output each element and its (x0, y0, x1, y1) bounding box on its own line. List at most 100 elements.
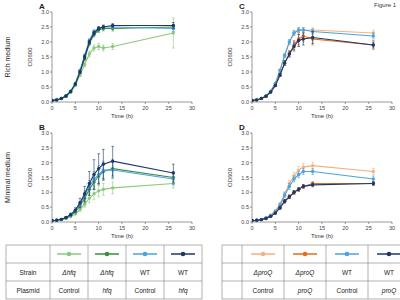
marker (255, 98, 258, 101)
x-tick-label: 25 (166, 105, 172, 111)
marker (260, 218, 263, 221)
x-tick-label: 5 (74, 105, 77, 111)
marker (74, 82, 77, 85)
marker (172, 171, 175, 174)
error-cap (97, 32, 100, 33)
marker (260, 218, 263, 221)
marker (283, 54, 286, 57)
table-rule (222, 263, 400, 264)
error-bar (293, 191, 296, 195)
error-cap (293, 42, 296, 43)
error-cap (88, 202, 91, 203)
error-cap (372, 33, 375, 34)
table-rule (242, 245, 243, 299)
error-bar (65, 217, 68, 219)
marker (88, 40, 91, 43)
marker (269, 215, 272, 218)
error-bar (288, 51, 291, 57)
marker (64, 94, 67, 97)
error-cap (372, 42, 375, 43)
series (252, 182, 375, 222)
error-cap (283, 191, 286, 192)
marker (252, 219, 254, 222)
error-cap (372, 39, 375, 40)
error-cap (288, 180, 291, 181)
marker (60, 218, 63, 221)
marker (255, 98, 258, 101)
series-line (252, 166, 373, 221)
marker (260, 97, 263, 100)
y-axis-label: OD600 (227, 167, 233, 187)
error-bar (372, 42, 375, 48)
panel-letter: A (39, 2, 45, 11)
error-bar (52, 220, 53, 222)
error-bar (283, 61, 286, 66)
error-cap (83, 186, 86, 187)
error-cap (311, 29, 314, 30)
series (52, 160, 175, 222)
marker (311, 164, 314, 167)
marker (69, 214, 72, 217)
y-axis-label: OD600 (27, 47, 33, 67)
x-tick-label: 10 (296, 105, 302, 111)
figure: Figure 10.00.51.01.52.02.53.005101520253… (0, 0, 400, 300)
error-cap (83, 207, 86, 208)
marker (252, 99, 254, 102)
y-tick (50, 72, 52, 73)
marker (311, 36, 314, 39)
marker (260, 97, 263, 100)
y-tick-label: 1.5 (41, 54, 49, 60)
marker (264, 216, 267, 219)
marker (288, 185, 291, 188)
error-bar (88, 172, 91, 196)
series (252, 30, 375, 102)
error-bar (302, 169, 305, 175)
error-bar (252, 100, 253, 102)
panel-letter: D (239, 123, 245, 132)
marker (97, 27, 100, 30)
y-tick-label: 2.5 (41, 24, 49, 30)
marker (288, 40, 291, 43)
y-tick-label: 0.0 (241, 219, 249, 225)
marker (292, 31, 295, 34)
marker (372, 43, 375, 46)
marker (52, 219, 54, 222)
error-bar (297, 28, 300, 33)
error-cap (97, 49, 100, 50)
error-cap (97, 43, 100, 44)
y-tick (50, 192, 52, 193)
error-cap (297, 27, 300, 28)
marker (97, 27, 100, 30)
error-cap (293, 181, 296, 182)
plot-area (52, 18, 175, 102)
x-tick-label: 5 (274, 225, 277, 231)
error-cap (172, 181, 175, 182)
series (252, 28, 375, 102)
x-tick-label: 15 (119, 225, 125, 231)
marker (88, 52, 91, 55)
error-cap (102, 180, 105, 181)
error-bar (111, 44, 114, 50)
y-tick-label: 1.0 (41, 69, 49, 75)
error-bar (52, 100, 53, 102)
marker (288, 52, 291, 55)
error-bar (311, 28, 314, 33)
marker (297, 188, 300, 191)
marker (283, 61, 286, 64)
error-bar (172, 23, 175, 29)
error-cap (297, 46, 300, 47)
x-tick (345, 222, 346, 224)
error-cap (283, 192, 286, 193)
error-cap (79, 207, 82, 208)
marker (274, 84, 277, 87)
legend-swatch-marker (303, 252, 308, 257)
marker (372, 170, 375, 173)
error-cap (372, 48, 375, 49)
error-cap (311, 45, 314, 46)
y-tick-label: 0.0 (241, 99, 249, 105)
error-bar (79, 208, 82, 212)
x-tick-label: 20 (342, 225, 348, 231)
error-cap (302, 27, 305, 28)
error-bar (311, 183, 314, 187)
error-cap (311, 43, 314, 44)
